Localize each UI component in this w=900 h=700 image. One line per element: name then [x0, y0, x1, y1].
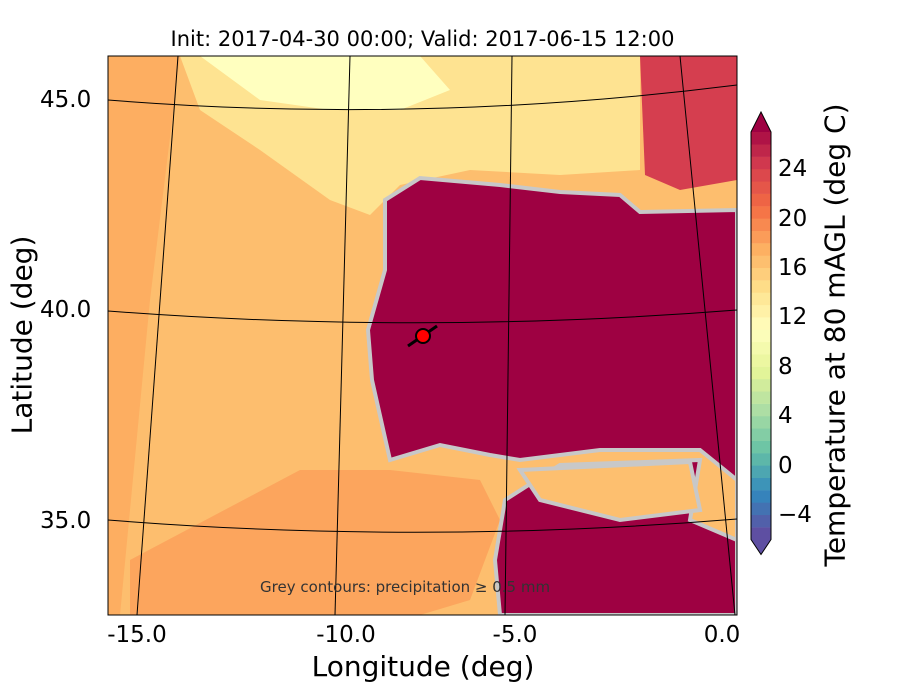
colorbar-band	[751, 453, 771, 466]
meridian-15w	[136, 56, 179, 615]
colorbar-band	[751, 243, 771, 256]
x-axis-label: Longitude (deg)	[311, 650, 535, 683]
colorbar-band	[751, 428, 771, 441]
colorbar-outline	[750, 110, 772, 556]
colorbar-extend-max	[751, 111, 771, 132]
colorbar-band	[751, 181, 771, 194]
colorbar-band	[751, 378, 771, 392]
colorbar-label: Temperature at 80 mAGL (deg C)	[818, 103, 852, 567]
colorbar-band	[751, 169, 771, 182]
colorbar-band	[751, 206, 771, 219]
colorbar-band	[751, 218, 771, 231]
parallel-40	[108, 309, 737, 324]
colorbar-band	[751, 440, 771, 454]
colorbar-band	[751, 131, 771, 145]
colorbar-band	[751, 514, 771, 528]
colorbar-band	[751, 490, 771, 503]
colorbar-tick: 8	[778, 354, 793, 380]
colorbar-band	[751, 366, 771, 380]
colorbar-band	[751, 341, 771, 355]
ytick: 45.0	[40, 87, 92, 113]
colorbar-tick: 0	[778, 453, 793, 479]
xtick: 0.0	[703, 622, 741, 648]
alboran-sea-field	[516, 459, 703, 523]
colorbar-tick: 12	[778, 304, 808, 330]
plot-title: Init: 2017-04-30 00:00; Valid: 2017-06-1…	[170, 27, 675, 51]
meridian-10w	[334, 56, 351, 615]
colorbar-band	[751, 403, 771, 417]
colorbar-tick: 20	[778, 206, 808, 232]
colorbar-tick: 16	[778, 255, 808, 281]
location-marker	[415, 328, 431, 344]
colorbar-tick: 24	[778, 156, 808, 182]
colorbar-band	[751, 465, 771, 478]
colorbar-band	[751, 156, 771, 170]
meridian-5w	[504, 56, 513, 615]
colorbar-band	[751, 354, 771, 367]
colorbar-band	[751, 292, 771, 306]
colorbar-band	[751, 144, 771, 157]
colorbar-band	[751, 230, 771, 244]
northeast-hot-region	[640, 56, 737, 190]
colorbar-band	[751, 317, 771, 330]
meridian-0	[679, 56, 736, 615]
colorbar-band	[751, 502, 771, 516]
warm-west-field	[108, 56, 180, 615]
y-axis-label: Latitude (deg)	[5, 235, 39, 435]
colorbar-band	[751, 391, 771, 404]
precip-note: Grey contours: precipitation ≥ 0.5 mm	[260, 578, 551, 596]
xtick: -15.0	[107, 622, 167, 648]
parallel-45	[108, 84, 737, 111]
parallel-35	[108, 518, 737, 533]
colorbar-tick: −4	[778, 502, 812, 528]
colorbar-extend-min	[751, 539, 771, 555]
colorbar-tick: 4	[778, 403, 793, 429]
colorbar-band	[751, 267, 771, 281]
colorbar-band	[751, 477, 771, 491]
colorbar-band	[751, 329, 771, 343]
colorbar-band	[751, 304, 771, 318]
ytick: 40.0	[40, 297, 92, 323]
colorbar-band	[751, 280, 771, 293]
cool-region	[200, 56, 450, 110]
ytick: 35.0	[40, 508, 92, 534]
colorbar-band	[751, 193, 771, 207]
colorbar-band	[751, 416, 771, 429]
colorbar-band	[751, 527, 771, 540]
xtick: -10.0	[316, 622, 376, 648]
african-coast-field	[130, 470, 500, 615]
xtick: -5.0	[492, 622, 538, 648]
colorbar	[750, 110, 772, 556]
colorbar-band	[751, 255, 771, 269]
plot-frame	[107, 55, 738, 616]
